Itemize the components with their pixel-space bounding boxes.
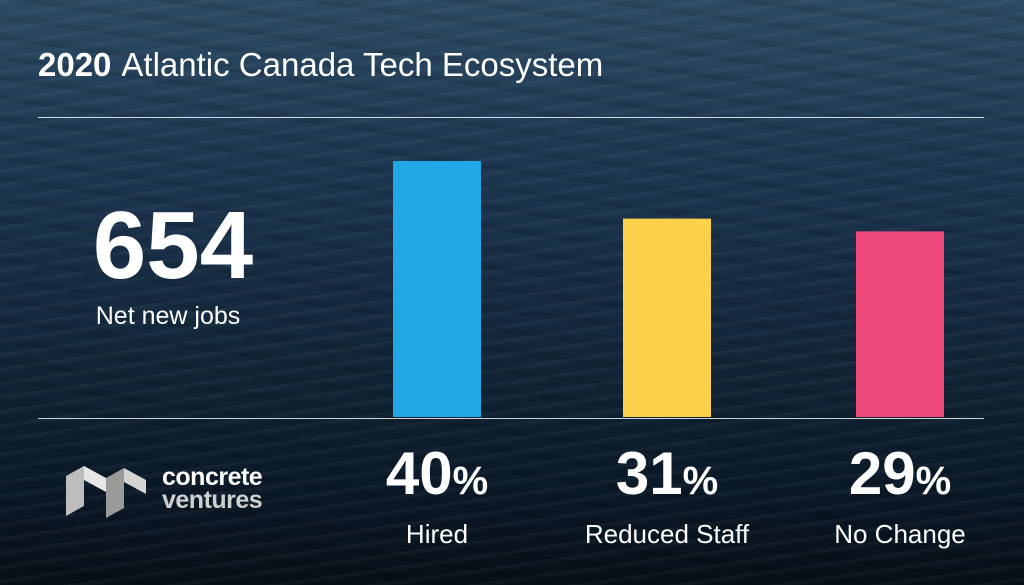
bar-reduced-staff	[623, 218, 711, 417]
category-label: Reduced Staff	[585, 519, 750, 549]
value-label: 40%	[386, 440, 488, 507]
title-text: Atlantic Canada Tech Ecosystem	[121, 46, 604, 83]
logo-line-2: ventures	[162, 486, 263, 514]
logo-line-1: concrete	[162, 463, 263, 491]
category-label: Hired	[406, 519, 468, 549]
page-title: 2020 Atlantic Canada Tech Ecosystem	[38, 46, 603, 84]
bar-no-change	[856, 231, 944, 417]
net-jobs-value: 654	[92, 192, 254, 299]
logo-wordmark: concrete ventures	[162, 463, 263, 514]
top-divider	[38, 117, 984, 118]
concrete-ventures-logo: concrete ventures	[66, 462, 286, 522]
category-label: No Change	[834, 519, 966, 549]
bar-hired	[393, 161, 481, 417]
value-label: 31%	[616, 440, 718, 507]
net-jobs-label: Net new jobs	[95, 302, 241, 330]
logo-mark-icon	[66, 466, 146, 518]
value-label: 29%	[849, 440, 951, 507]
title-year: 2020	[38, 46, 112, 83]
baseline-divider	[38, 418, 984, 419]
